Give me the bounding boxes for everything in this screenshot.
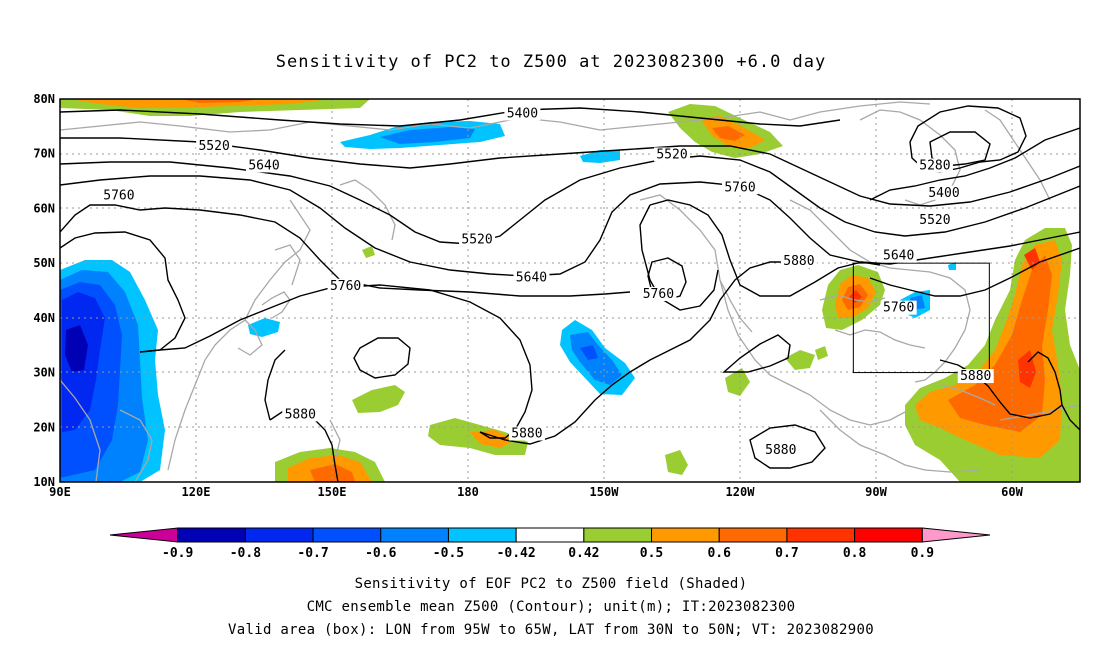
contour-label: 5760 [724, 180, 755, 195]
contour-label: 5520 [198, 139, 229, 154]
contour-label-background [640, 286, 677, 301]
contour-labels: 5400 5520 5520 5520 5640 5640 5760 5760 5760 5760… [100, 106, 994, 458]
lon-label: 150E [318, 485, 347, 499]
graticule [60, 99, 1080, 482]
contour-label-background [504, 106, 541, 121]
colorbar-box [177, 527, 246, 543]
contour-label: 5520 [461, 232, 492, 247]
contour-label-background [916, 213, 953, 228]
colorbar-label: 0.42 [568, 546, 599, 561]
colorbar-box [651, 527, 720, 543]
contour-label-background [916, 158, 953, 173]
figure-title: Sensitivity of PC2 to Z500 at 2023082300… [276, 52, 827, 72]
contour-label: 5880 [285, 407, 316, 422]
colorbar-label: 0.7 [775, 546, 798, 561]
lat-label: 10N [33, 475, 55, 489]
colorbar-box [515, 527, 585, 543]
contour-label: 5640 [516, 271, 547, 286]
colorbar-box [854, 527, 923, 543]
contour-label: 5760 [643, 287, 674, 302]
colorbar-box [583, 527, 653, 543]
lon-label: 60W [1001, 485, 1023, 499]
colorbar-box [380, 527, 449, 543]
lon-label: 90W [865, 485, 887, 499]
colorbar-box [447, 527, 517, 543]
colorbar-label: 0.9 [911, 546, 934, 561]
colorbar-label: -0.8 [230, 546, 261, 561]
valid-area-box [852, 262, 990, 374]
contour-label: 5760 [103, 188, 134, 203]
contour-label: 5880 [783, 254, 814, 269]
colorbar-box [312, 527, 382, 543]
longitude-labels: 90E 120E 150E 180 150W 120W 90W 60W [49, 485, 1023, 499]
colorbar: -0.9 -0.8 -0.7 -0.6 -0.5 -0.42 0.42 0.5 0.6 0.7 0.… [109, 527, 991, 561]
coastlines [60, 101, 1080, 482]
contour-label: 5640 [248, 158, 279, 173]
contour-label-background [957, 369, 994, 384]
contour-label: 5640 [883, 249, 914, 264]
contour-label-background [780, 254, 817, 269]
colorbar-label: -0.7 [297, 546, 328, 561]
contour-label-background [246, 158, 282, 173]
lat-label: 40N [33, 311, 55, 325]
contour-label-background [100, 188, 137, 203]
contour-label: 5400 [928, 186, 959, 201]
colorbar-arrow-high [921, 527, 991, 543]
contour-label-background [762, 442, 799, 457]
lon-label: 120W [726, 485, 756, 499]
contour-label: 5280 [919, 158, 950, 173]
map-panel: 5400 5520 5520 5520 5640 5640 5760 5760 5760 5760… [33, 92, 1081, 499]
contour-label-background [282, 407, 319, 422]
contour-label: 5760 [883, 301, 914, 316]
contour-label-background [654, 147, 690, 162]
contour-label-background [513, 270, 550, 285]
latitude-labels: 80N 70N 60N 50N 40N 30N 20N 10N [33, 92, 55, 489]
contour-label: 5880 [960, 369, 991, 384]
map-frame [59, 98, 1081, 483]
footer-line-2: CMC ensemble mean Z500 (Contour); unit(m… [307, 599, 796, 615]
contour-label: 5520 [656, 147, 687, 162]
colorbar-label: 0.8 [843, 546, 867, 561]
contour-label: 5880 [765, 443, 796, 458]
contour-label-background [880, 300, 917, 315]
lat-label: 20N [33, 420, 55, 434]
lat-label: 30N [33, 366, 55, 380]
lat-label: 50N [33, 256, 55, 270]
colorbar-box [244, 527, 314, 543]
contour-label-background [459, 232, 496, 247]
lat-label: 70N [33, 147, 55, 161]
lon-label: 120E [182, 485, 211, 499]
contour-label: 5760 [330, 279, 361, 294]
colorbar-label: -0.42 [497, 546, 536, 561]
colorbar-label: 0.6 [707, 546, 731, 561]
colorbar-label: -0.6 [365, 546, 396, 561]
footer-line-3: Valid area (box): LON from 95W to 65W, L… [228, 622, 874, 638]
contour-label-background [196, 139, 233, 154]
colorbar-box [718, 527, 788, 543]
contour-label-background [508, 426, 545, 441]
contour-label-background [327, 278, 364, 293]
contour-label: 5400 [507, 106, 538, 121]
colorbar-arrow-low [109, 527, 179, 543]
contour-label-background [926, 185, 962, 200]
shading-positive-pacific-1 [352, 385, 405, 413]
lon-label: 180 [457, 485, 479, 499]
lat-label: 60N [33, 201, 55, 215]
contour-label: 5880 [511, 426, 542, 441]
contour-label-background [722, 180, 758, 195]
colorbar-label: -0.5 [433, 546, 464, 561]
lon-label: 150W [590, 485, 620, 499]
colorbar-box [786, 527, 856, 543]
contour-label-background [880, 248, 917, 263]
lon-label: 90E [49, 485, 71, 499]
lat-label: 80N [33, 92, 55, 106]
footer-line-1: Sensitivity of EOF PC2 to Z500 field (Sh… [355, 576, 748, 592]
colorbar-label: 0.5 [640, 546, 663, 561]
contour-label: 5520 [919, 213, 950, 228]
colorbar-label: -0.9 [162, 546, 193, 561]
